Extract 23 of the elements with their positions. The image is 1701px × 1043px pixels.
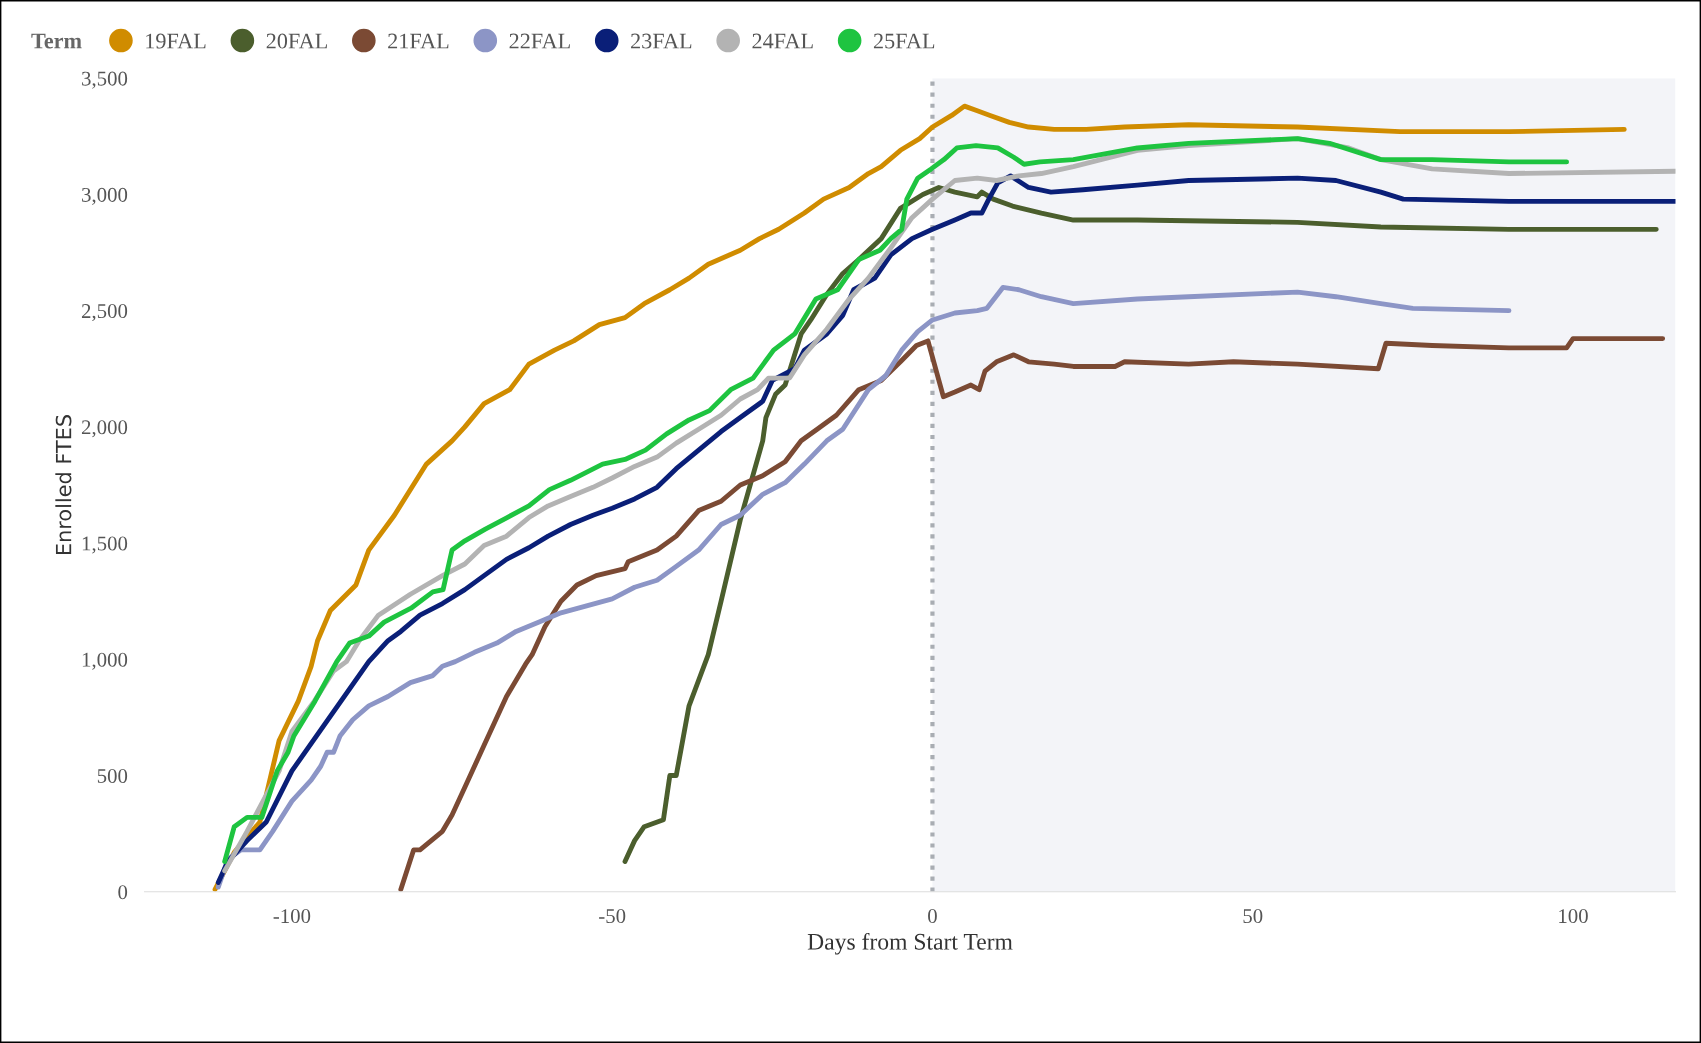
x-tick-label: -100 [273,909,311,924]
x-tick-label: 0 [928,909,937,924]
legend-label: 22FAL [509,33,570,49]
y-tick-label: 500 [97,768,128,783]
y-tick-label: 0 [118,885,128,900]
y-tick-label: 3,000 [82,187,128,205]
legend-label: 20FAL [266,33,327,49]
x-tick-label: 50 [1243,909,1263,924]
x-axis-title: Days from Start Term [807,932,1013,955]
legend-label: 21FAL [388,33,449,49]
legend-label: 24FAL [752,33,813,49]
legend-label: 25FAL [873,33,935,49]
y-tick-label: 3,500 [82,71,128,89]
legend-label: 23FAL [631,33,692,49]
y-tick-label: 1,500 [82,536,128,554]
x-tick-label: 100 [1559,909,1588,924]
x-tick-label: -50 [599,909,626,924]
y-tick-label: 2,000 [81,420,128,438]
legend-label: 19FAL [146,33,206,49]
y-tick-label: 2,500 [81,304,128,322]
y-tick-label: 1,000 [82,652,128,670]
legend-title: Term [31,33,82,49]
y-axis-title: Enrolled FTES [55,415,72,555]
